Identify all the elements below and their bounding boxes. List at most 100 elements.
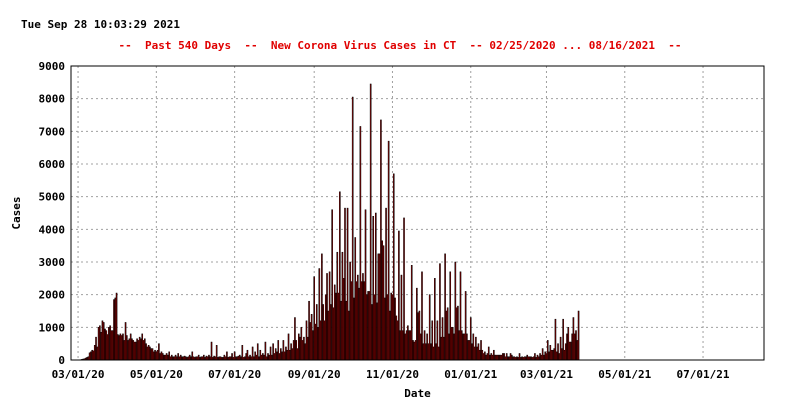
bar — [276, 351, 278, 361]
y-tick-label: 2000 — [39, 289, 66, 302]
bar — [534, 353, 536, 361]
bar — [154, 349, 156, 361]
bar — [455, 307, 458, 361]
bar — [318, 268, 321, 361]
y-axis-label: Cases — [10, 196, 23, 229]
bar — [562, 318, 564, 361]
bar — [135, 341, 137, 361]
y-tick-label: 8000 — [39, 93, 66, 106]
bar — [319, 320, 322, 361]
bar — [558, 353, 561, 361]
bar — [444, 253, 446, 361]
bar — [450, 327, 453, 361]
bar — [233, 351, 236, 361]
bar — [321, 253, 323, 361]
bar — [123, 340, 126, 361]
bar — [191, 351, 194, 361]
bar — [317, 327, 319, 361]
bar — [174, 354, 177, 361]
bar — [177, 353, 179, 361]
bar — [272, 343, 274, 361]
bar — [213, 355, 215, 361]
bar — [487, 346, 490, 361]
x-tick-label: 07/01/21 — [677, 368, 730, 381]
bar — [405, 330, 408, 361]
bar — [354, 237, 357, 361]
bar — [432, 346, 435, 361]
bar — [238, 354, 241, 361]
bar — [149, 346, 151, 361]
bar — [357, 274, 359, 361]
bar — [566, 333, 568, 361]
bar — [327, 310, 330, 361]
bar — [269, 346, 272, 361]
x-tick-label: 03/01/20 — [52, 368, 105, 381]
bar — [291, 348, 294, 361]
chart-title: -- Past 540 Days -- New Corona Virus Cas… — [118, 39, 682, 52]
bar — [315, 304, 318, 361]
bar — [138, 336, 141, 361]
bar — [491, 354, 494, 361]
bar — [375, 212, 377, 361]
bar — [92, 350, 95, 361]
bar — [462, 333, 464, 361]
bar — [500, 354, 503, 361]
bar — [486, 353, 489, 361]
bar — [493, 349, 495, 361]
bar — [436, 320, 439, 361]
bar — [549, 345, 552, 361]
bar — [136, 338, 138, 361]
bar — [418, 310, 421, 361]
bar — [144, 338, 146, 361]
x-tick-label: 05/01/21 — [598, 368, 651, 381]
bar — [482, 353, 485, 361]
bar — [367, 291, 369, 361]
bar — [362, 273, 364, 361]
bar — [371, 304, 373, 361]
bar — [426, 333, 428, 361]
bar — [342, 278, 345, 361]
bar — [570, 341, 572, 361]
bar — [262, 353, 264, 361]
bar — [167, 354, 169, 361]
bar — [102, 322, 105, 361]
bar — [296, 348, 299, 361]
y-tick-label: 9000 — [39, 60, 66, 73]
bar — [552, 349, 554, 361]
bar — [550, 349, 553, 361]
bar — [545, 353, 548, 361]
y-tick-label: 7000 — [39, 125, 66, 138]
bar — [509, 353, 512, 361]
bar — [168, 351, 170, 361]
bar — [544, 351, 546, 361]
bar — [428, 294, 431, 361]
bar — [96, 346, 99, 361]
bar — [366, 294, 368, 361]
bar — [263, 354, 265, 361]
bar — [568, 341, 571, 361]
bar — [385, 207, 387, 361]
bar — [274, 348, 277, 361]
bar — [285, 346, 287, 361]
bar — [226, 351, 228, 361]
bar — [314, 323, 317, 361]
bar — [446, 307, 449, 361]
bar — [480, 340, 482, 361]
bar — [355, 281, 358, 361]
bar — [363, 281, 366, 361]
bars — [79, 83, 580, 361]
bar — [541, 348, 544, 361]
bar — [322, 304, 324, 361]
bar — [555, 351, 558, 361]
bar — [305, 320, 308, 361]
bar — [268, 354, 271, 361]
bar — [344, 207, 346, 361]
bar — [106, 334, 109, 361]
bar — [421, 271, 423, 361]
bar — [183, 355, 186, 361]
bar — [223, 354, 226, 361]
bar — [400, 274, 403, 361]
bar — [313, 276, 315, 361]
bar — [540, 354, 543, 361]
